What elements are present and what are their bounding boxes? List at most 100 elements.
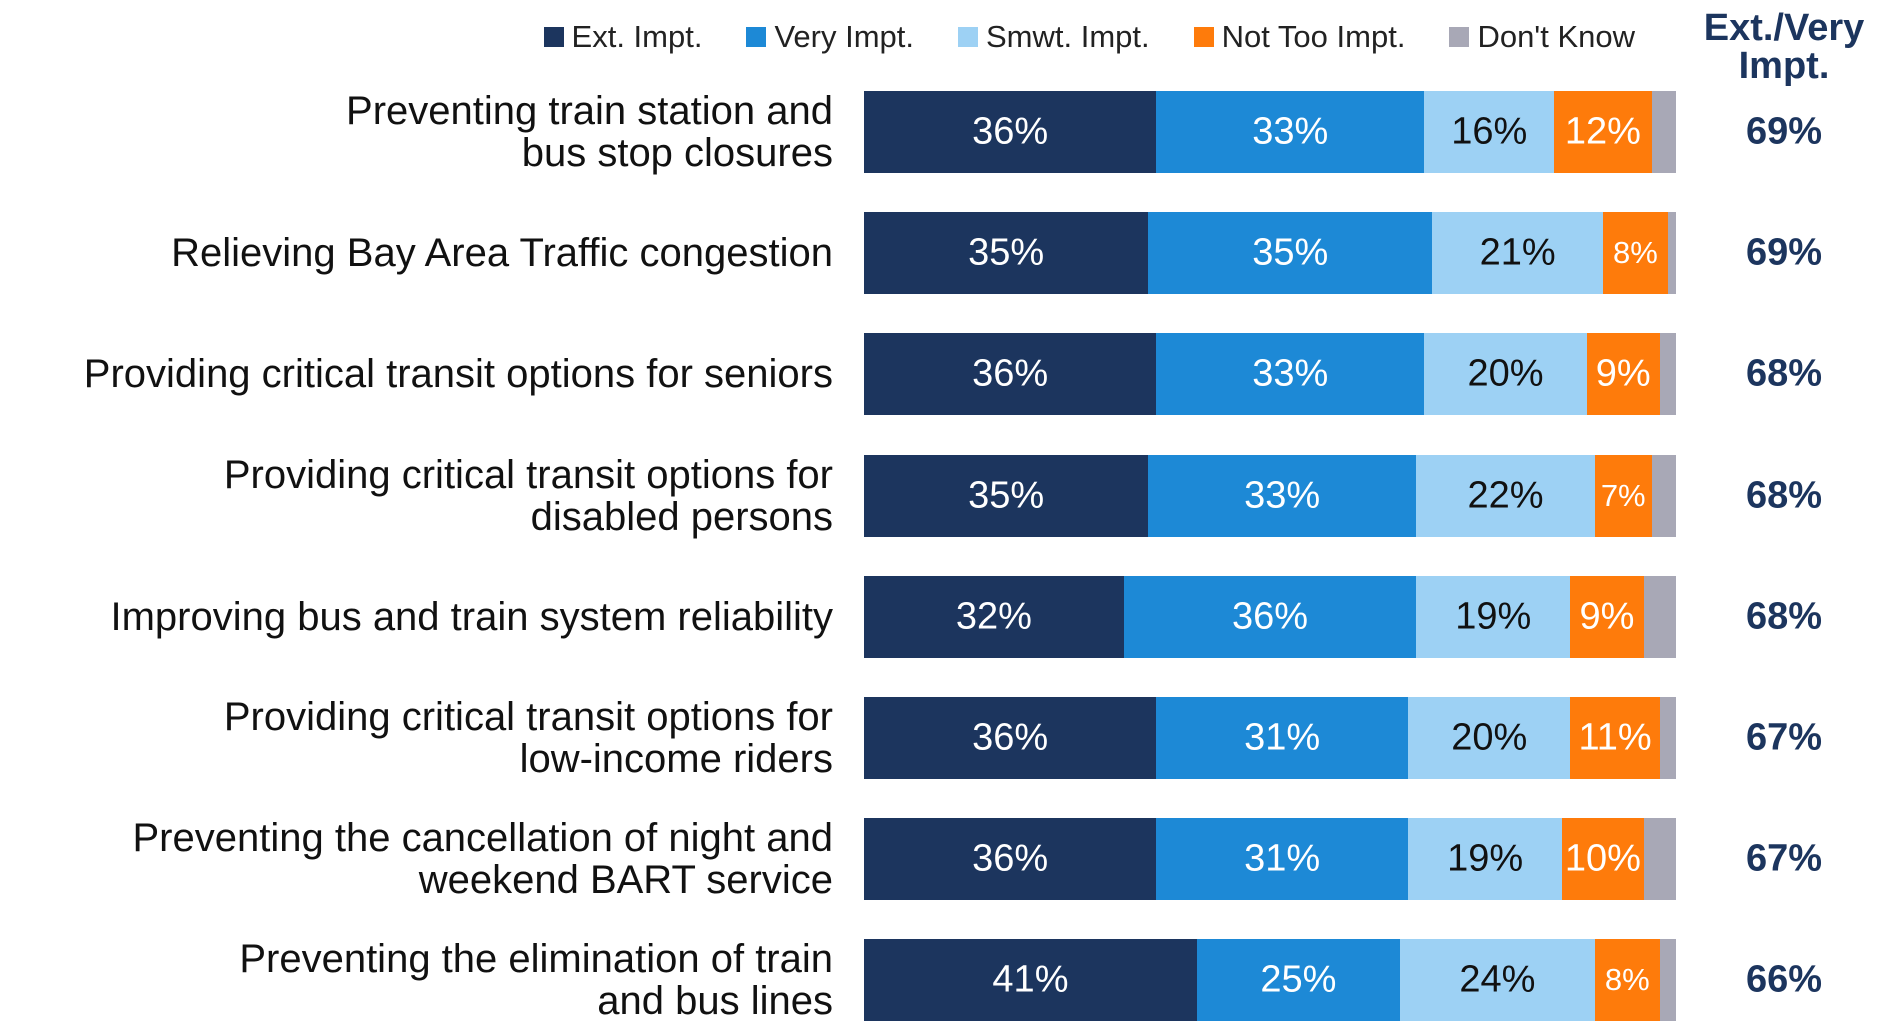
total-title: Ext./Very Impt. — [1703, 7, 1865, 87]
value-label: 35% — [968, 231, 1045, 274]
bar-segment — [1123, 575, 1417, 658]
legend-label: Don't Know — [1477, 19, 1635, 54]
bar-segment — [864, 697, 1157, 779]
bar-segment — [1156, 333, 1425, 416]
bar-segment — [1554, 91, 1652, 173]
value-label: 31% — [1244, 716, 1321, 759]
bar-segment — [864, 939, 1197, 1022]
legend: Ext. Impt. Very Impt. Smwt. Impt. Not Too I… — [543, 19, 1635, 55]
bar-segment — [1424, 91, 1555, 173]
value-label: 9% — [1579, 595, 1635, 638]
bar-segment — [1651, 454, 1676, 537]
bar-segment — [1156, 91, 1425, 173]
legend-swatch — [543, 27, 564, 47]
value-label: 19% — [1447, 837, 1524, 880]
bar-segment — [1570, 697, 1660, 779]
bar-segment — [1432, 212, 1603, 295]
bar-segment — [1659, 697, 1676, 779]
bar-segment — [1156, 697, 1409, 779]
legend-item: Ext. Impt. — [543, 19, 703, 55]
value-label: 31% — [1244, 837, 1321, 880]
bar-segment — [864, 212, 1149, 295]
bar-segment — [1651, 91, 1676, 173]
bar-segment — [1594, 939, 1660, 1022]
legend-item: Not Too Impt. — [1193, 19, 1406, 55]
bar-segment — [1424, 333, 1587, 416]
legend-item: Don't Know — [1449, 19, 1635, 55]
legend-item: Smwt. Impt. — [958, 19, 1150, 55]
total-value: 66% — [1745, 958, 1823, 1001]
legend-swatch — [1449, 27, 1470, 47]
value-label: 33% — [1252, 110, 1329, 153]
legend-label: Smwt. Impt. — [986, 19, 1150, 54]
total-value: 68% — [1745, 352, 1823, 395]
bar-segment — [1594, 454, 1652, 537]
value-label: 25% — [1260, 958, 1337, 1001]
legend-swatch — [958, 27, 978, 47]
total-value: 68% — [1745, 595, 1823, 638]
category-label: Providing critical transit options for d… — [223, 452, 833, 539]
value-label: 20% — [1467, 352, 1544, 395]
bar-segment — [1148, 454, 1417, 537]
value-label: 35% — [968, 474, 1045, 517]
bar-segment — [1659, 333, 1676, 416]
category-label: Relieving Bay Area Traffic congestion — [171, 231, 833, 276]
value-label: 19% — [1455, 595, 1532, 638]
bar-segment — [1570, 575, 1644, 658]
bar-segment — [1586, 333, 1660, 416]
legend-label: Ext. Impt. — [571, 19, 703, 54]
value-label: 22% — [1467, 474, 1544, 517]
value-label: 36% — [972, 837, 1049, 880]
legend-label: Not Too Impt. — [1221, 19, 1406, 54]
bar-segment — [1408, 818, 1563, 901]
total-value: 69% — [1745, 110, 1823, 153]
bar-segment — [1667, 212, 1676, 295]
bar-segment — [1399, 939, 1595, 1022]
value-label: 33% — [1244, 474, 1321, 517]
bar-segment — [864, 818, 1157, 901]
bar-segment — [1148, 212, 1433, 295]
value-label: 9% — [1595, 352, 1651, 395]
category-label: Preventing the cancellation of night and… — [132, 816, 834, 903]
bar-segment — [1408, 697, 1571, 779]
value-label: 24% — [1459, 958, 1536, 1001]
value-label: 8% — [1604, 962, 1650, 998]
bar-segment — [1416, 575, 1571, 658]
value-label: 12% — [1564, 110, 1641, 153]
bar-segment — [864, 454, 1149, 537]
value-label: 7% — [1600, 477, 1646, 513]
value-label: 36% — [972, 716, 1049, 759]
legend-swatch — [1193, 27, 1214, 47]
bar-segment — [1416, 454, 1595, 537]
bar-segment — [864, 91, 1157, 173]
total-value: 67% — [1745, 716, 1823, 759]
value-label: 16% — [1451, 110, 1528, 153]
value-label: 33% — [1252, 352, 1329, 395]
bar-segment — [864, 575, 1124, 658]
value-label: 8% — [1612, 235, 1658, 271]
legend-item: Very Impt. — [746, 19, 914, 55]
total-value: 68% — [1745, 474, 1823, 517]
value-label: 41% — [992, 958, 1069, 1001]
bar-segment — [1196, 939, 1400, 1022]
category-label: Providing critical transit options for s… — [83, 352, 833, 397]
category-label: Preventing train station and bus stop cl… — [346, 89, 833, 175]
total-value: 67% — [1745, 837, 1823, 880]
value-label: 21% — [1479, 231, 1556, 274]
category-label: Improving bus and train system reliabili… — [110, 594, 833, 639]
bar-segment — [1156, 818, 1409, 901]
bar-segment — [1643, 818, 1676, 901]
category-label: Providing critical transit options for l… — [223, 695, 833, 781]
value-label: 35% — [1252, 231, 1329, 274]
bar-segment — [864, 333, 1157, 416]
legend-swatch — [746, 27, 767, 47]
bar-segment — [1659, 939, 1676, 1022]
value-label: 20% — [1451, 716, 1528, 759]
bar-segment — [1602, 212, 1668, 295]
value-label: 36% — [1231, 595, 1309, 638]
bar-segment — [1643, 575, 1676, 658]
value-label: 36% — [972, 352, 1049, 395]
legend-label: Very Impt. — [774, 19, 914, 54]
bar-segment — [1562, 818, 1644, 901]
